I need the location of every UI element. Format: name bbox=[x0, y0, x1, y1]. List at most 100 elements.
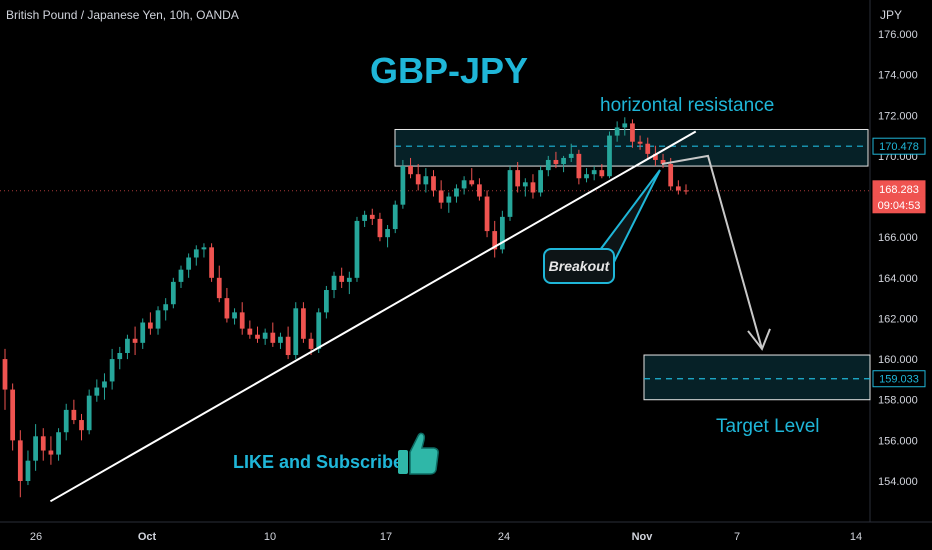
projection-arrow bbox=[661, 154, 763, 350]
currency-label: JPY bbox=[880, 8, 903, 22]
y-tick-label: 162.000 bbox=[878, 313, 918, 325]
candle bbox=[431, 176, 436, 191]
candle bbox=[477, 184, 482, 197]
candle bbox=[186, 257, 192, 270]
price-label-box bbox=[872, 196, 926, 214]
candle bbox=[591, 170, 597, 175]
candle bbox=[415, 174, 421, 185]
symbol-header[interactable]: British Pound / Japanese Yen, 10h, OANDA bbox=[6, 8, 239, 22]
candle bbox=[446, 196, 452, 203]
price-label-resistance: 170.478 bbox=[879, 141, 919, 153]
candle bbox=[239, 312, 245, 329]
x-tick-label: 10 bbox=[264, 531, 276, 543]
candle bbox=[362, 214, 368, 221]
candle bbox=[576, 153, 582, 179]
candle bbox=[369, 214, 375, 219]
candle bbox=[232, 312, 237, 319]
resistance-label: horizontal resistance bbox=[600, 95, 775, 116]
x-tick-label: 24 bbox=[498, 531, 510, 543]
candle bbox=[193, 249, 199, 258]
candle bbox=[660, 159, 666, 165]
candle bbox=[56, 432, 61, 455]
candle bbox=[385, 229, 390, 238]
candle bbox=[538, 170, 543, 193]
y-tick-label: 176.000 bbox=[878, 29, 918, 41]
candle bbox=[454, 188, 459, 197]
x-tick-label: 7 bbox=[734, 531, 740, 543]
y-tick-label: 174.000 bbox=[878, 70, 918, 82]
candle bbox=[553, 159, 559, 165]
candle bbox=[675, 186, 681, 191]
candle bbox=[599, 170, 605, 177]
x-tick-label: Oct bbox=[138, 531, 157, 543]
candle bbox=[568, 153, 574, 158]
candle bbox=[607, 135, 612, 177]
candle bbox=[109, 359, 115, 382]
candle bbox=[255, 334, 260, 339]
price-label-countdown: 09:04:53 bbox=[878, 200, 921, 212]
candle bbox=[637, 141, 643, 144]
candle bbox=[285, 336, 291, 356]
candle bbox=[668, 164, 674, 187]
candle bbox=[40, 436, 46, 451]
candle bbox=[614, 127, 620, 136]
candle bbox=[645, 143, 651, 154]
candle bbox=[94, 387, 100, 396]
candle bbox=[132, 338, 138, 343]
candle bbox=[201, 247, 207, 250]
y-tick-label: 166.000 bbox=[878, 232, 918, 244]
candle bbox=[354, 220, 360, 278]
candle bbox=[339, 275, 345, 282]
candle bbox=[301, 308, 306, 339]
target-zone bbox=[643, 354, 871, 401]
candle bbox=[323, 290, 329, 313]
candle bbox=[515, 170, 521, 187]
like-subscribe-label: LIKE and Subscribe bbox=[233, 452, 404, 472]
candle bbox=[683, 190, 689, 192]
candle bbox=[140, 322, 146, 343]
candle bbox=[170, 281, 176, 305]
candle bbox=[308, 338, 314, 349]
candle bbox=[2, 359, 8, 390]
candle bbox=[316, 312, 322, 349]
trendline bbox=[49, 130, 697, 503]
candle bbox=[622, 123, 628, 128]
x-tick-label: 26 bbox=[30, 531, 42, 543]
candle bbox=[163, 304, 169, 311]
candle bbox=[484, 196, 490, 232]
chart-annotation-title: GBP-JPY bbox=[370, 50, 529, 91]
candle bbox=[224, 298, 230, 319]
candle bbox=[278, 336, 283, 343]
candle bbox=[25, 460, 31, 481]
candle bbox=[247, 328, 253, 335]
candle bbox=[148, 322, 153, 329]
candle bbox=[71, 409, 77, 421]
candle bbox=[270, 332, 276, 343]
thumbs-up-icon bbox=[398, 432, 439, 475]
candle bbox=[17, 440, 23, 481]
candle bbox=[377, 218, 383, 238]
candle bbox=[79, 420, 84, 431]
candle bbox=[216, 277, 222, 299]
candle bbox=[630, 123, 635, 142]
y-tick-label: 158.000 bbox=[878, 395, 918, 407]
candle bbox=[469, 180, 475, 185]
price-label-box bbox=[872, 370, 926, 388]
candle bbox=[209, 247, 214, 278]
price-label-box bbox=[872, 137, 926, 155]
y-tick-label: 164.000 bbox=[878, 273, 918, 285]
candle bbox=[408, 166, 413, 175]
candle bbox=[86, 395, 92, 431]
candle bbox=[400, 166, 406, 205]
candle bbox=[125, 338, 130, 353]
candle bbox=[438, 190, 444, 203]
candle bbox=[507, 170, 513, 217]
candle bbox=[293, 308, 299, 356]
breakout-callout: Breakout bbox=[543, 248, 615, 284]
candle bbox=[461, 180, 467, 189]
candle bbox=[262, 332, 268, 339]
candle bbox=[48, 450, 54, 455]
candle bbox=[530, 182, 536, 193]
candle bbox=[561, 157, 566, 165]
candle bbox=[155, 310, 161, 329]
